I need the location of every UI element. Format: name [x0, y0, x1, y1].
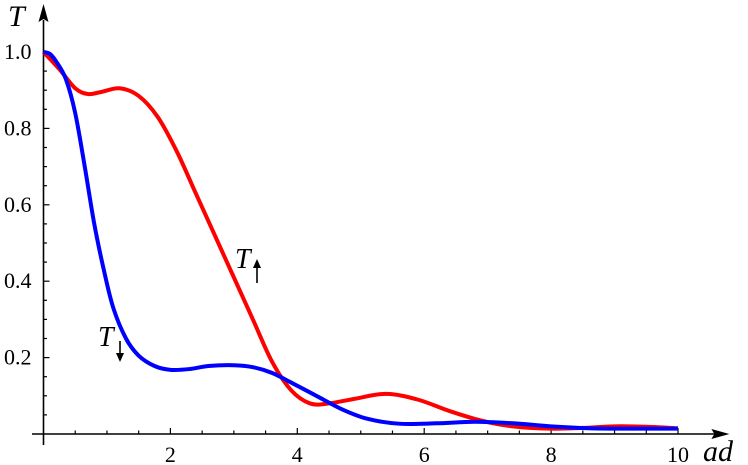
y-tick-label: 0.8 — [4, 115, 32, 140]
down-arrow-head — [116, 353, 124, 362]
svg-text:T: T — [98, 322, 116, 353]
x-axis-arrow-icon — [711, 429, 730, 439]
x-tick-label: 2 — [165, 442, 176, 465]
svg-text:T: T — [235, 244, 253, 275]
axes — [32, 4, 730, 445]
y-tick-label: 0.6 — [4, 192, 32, 217]
x-tick-label: 10 — [667, 442, 689, 465]
series-line-t-up — [42, 50, 679, 431]
y-tick-label: 0.4 — [4, 268, 32, 293]
x-axis-label: ad — [703, 435, 734, 465]
series — [42, 50, 679, 431]
y-tick-label: 1.0 — [4, 39, 32, 64]
y-axis-arrow-icon — [38, 4, 49, 22]
y-tick-label: 0.2 — [4, 345, 32, 370]
annotation-t-up: T — [235, 244, 261, 283]
annotation-t-down: T — [98, 322, 124, 362]
up-arrow-head — [253, 259, 261, 268]
x-tick-label: 6 — [419, 442, 430, 465]
series-line-t-down — [42, 50, 679, 431]
y-axis-label: T — [8, 0, 27, 33]
x-tick-label: 8 — [546, 442, 557, 465]
x-tick-label: 4 — [292, 442, 303, 465]
